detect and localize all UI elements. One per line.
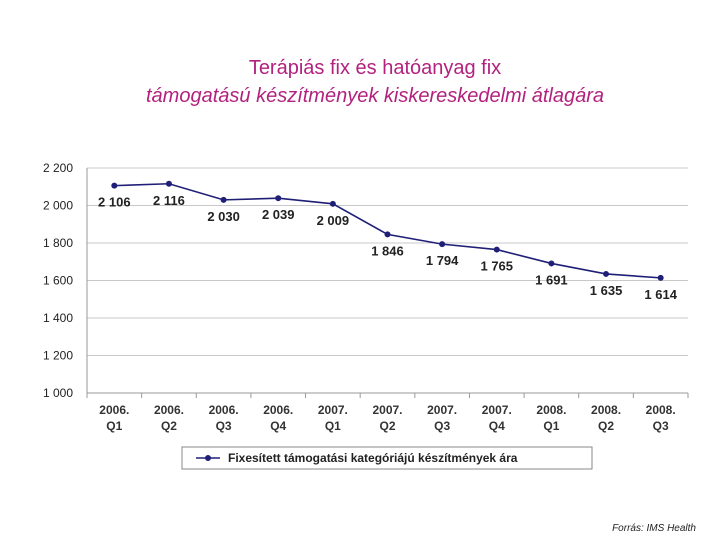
legend-box [181,446,593,470]
data-point [548,260,555,267]
data-label: 2 116 [153,193,185,208]
data-label: 1 846 [371,243,404,258]
y-tick-label: 1 200 [43,349,73,363]
x-tick-label-year: 2007. [318,403,348,417]
data-label: 1 635 [590,283,623,298]
x-tick-label-quarter: Q1 [543,419,559,433]
data-label: 1 691 [535,272,568,287]
data-label: 2 106 [98,195,131,210]
x-tick-label-year: 2007. [482,403,512,417]
data-point [165,180,172,187]
data-point [603,270,610,277]
x-tick-label-quarter: Q2 [598,419,614,433]
y-tick-label: 1 800 [43,236,73,250]
data-label: 2 009 [317,213,350,228]
chart-title: Terápiás fix és hatóanyag fix támogatású… [0,54,720,110]
data-label: 2 039 [262,207,295,222]
source-note: Forrás: IMS Health [612,523,696,534]
data-label: 1 614 [644,287,677,302]
data-point [220,196,227,203]
legend-marker [205,455,211,461]
x-tick-label-quarter: Q1 [106,419,122,433]
x-tick-label-quarter: Q4 [489,419,505,433]
chart-title-line-2: támogatású készítmények kiskereskedelmi … [146,85,604,107]
x-tick-label-quarter: Q3 [653,419,669,433]
x-tick-label-year: 2007. [372,403,402,417]
x-tick-label-year: 2006. [263,403,293,417]
data-point [493,246,500,253]
x-tick-label-quarter: Q2 [161,419,177,433]
data-point [439,241,446,248]
y-tick-label: 1 600 [43,274,73,288]
x-tick-label-quarter: Q1 [325,419,341,433]
x-tick-label-year: 2008. [591,403,621,417]
data-point [111,182,118,189]
data-point [384,231,391,238]
data-point [329,200,336,207]
legend-label: Fixesített támogatási kategóriájú készít… [228,451,518,465]
x-tick-label-year: 2006. [209,403,239,417]
data-label: 2 030 [207,209,240,224]
data-point [657,274,664,281]
data-label: 1 794 [426,253,459,268]
x-tick-label-quarter: Q2 [379,419,395,433]
x-tick-label-year: 2007. [427,403,457,417]
x-tick-label-year: 2006. [154,403,184,417]
x-tick-label-year: 2008. [646,403,676,417]
x-tick-label-quarter: Q3 [434,419,450,433]
chart-title-line-1: Terápiás fix és hatóanyag fix [248,57,502,79]
data-point [275,195,282,202]
y-tick-label: 1 000 [43,386,73,400]
x-tick-label-year: 2006. [99,403,129,417]
data-label: 1 765 [480,259,513,274]
x-tick-label-quarter: Q3 [216,419,232,433]
y-tick-label: 2 000 [43,199,73,213]
x-tick-label-year: 2008. [536,403,566,417]
x-tick-label-quarter: Q4 [270,419,286,433]
series-line [114,182,661,279]
y-tick-label: 2 200 [43,161,73,175]
y-tick-label: 1 400 [43,311,73,325]
